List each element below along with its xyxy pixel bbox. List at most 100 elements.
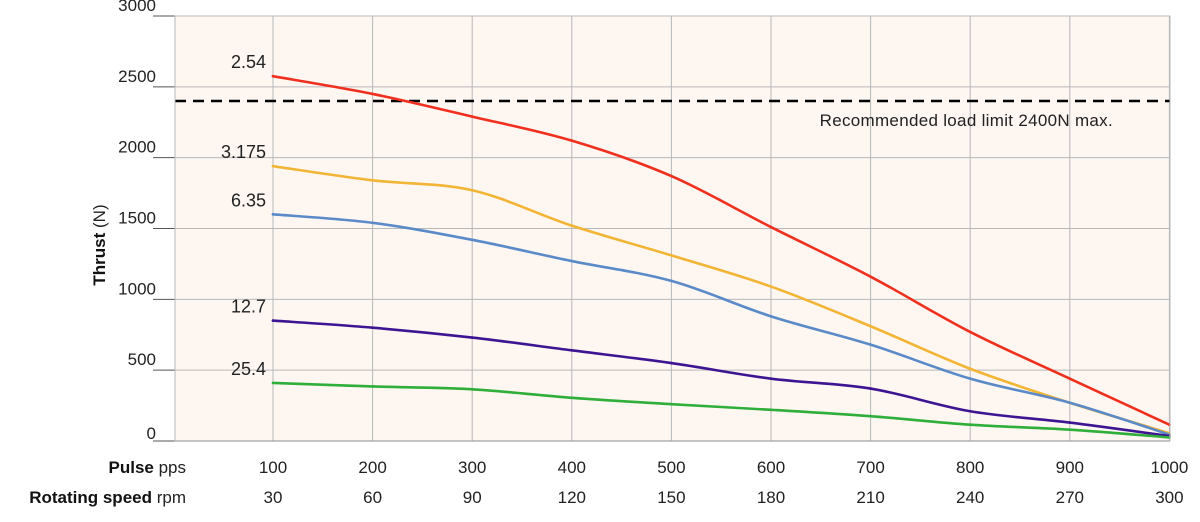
x-tick-label: 200 [358,458,386,477]
x-row-label: Pulse pps [109,458,187,477]
plot-frame [174,15,1171,442]
x-row-label: Rotating speed rpm [29,488,186,507]
y-tick-label: 0 [147,424,156,443]
x-tick-label: 120 [558,488,586,507]
data-point [968,377,972,380]
x-row-label-unit: pps [154,458,186,477]
data-point [769,285,773,288]
data-point [570,139,574,142]
series-line-3.175 [271,164,1171,435]
x-tick-label: 150 [657,488,685,507]
series-label: 2.54 [231,52,266,72]
x-tick-label: 600 [757,458,785,477]
data-point [869,275,872,278]
data-point [968,409,972,413]
y-tick-label: 3000 [118,0,156,15]
reference-line-group: Recommended load limit 2400N max. [175,99,1170,130]
data-point [670,174,673,178]
series-line-25.4 [271,381,1171,439]
series-line-6.35 [271,213,1171,436]
x-tick-label: 500 [657,458,685,477]
data-point [371,326,374,329]
x-tick-label: 300 [458,458,486,477]
data-point [271,164,275,168]
data-point [570,396,574,400]
x-tick-label: 270 [1056,488,1084,507]
x-tick-label: 100 [259,458,287,477]
x-row-label-bold: Pulse [109,458,154,477]
data-point [769,377,773,380]
data-point [670,402,673,406]
data-point [968,330,972,334]
x-tick-label: 900 [1056,458,1084,477]
data-point [371,221,374,225]
data-point [470,188,474,192]
data-point [670,254,673,257]
data-point [371,385,374,388]
data-point [470,238,474,242]
data-point [371,179,374,182]
data-point [869,343,872,346]
x-tick-label: 1000 [1150,458,1188,477]
series-line-12.7 [271,319,1171,438]
data-point [570,224,574,227]
x-tick-label: 90 [463,488,482,507]
y-tick-label: 2500 [118,67,156,86]
data-point [271,213,275,216]
x-tick-label: 240 [956,488,984,507]
data-point [769,225,773,229]
data-point [271,381,275,385]
data-point [1068,377,1072,380]
x-tick-label: 60 [363,488,382,507]
reference-line-label: Recommended load limit 2400N max. [820,111,1113,130]
data-point [869,414,872,418]
y-tick-label: 500 [128,350,156,369]
data-point [1068,421,1072,424]
y-tick-labels: 0 500 1000 1500 2000 2500 3000 [118,0,175,443]
data-point [570,259,574,263]
series-line-2.54 [271,74,1171,427]
data-point [271,319,275,322]
series-label: 6.35 [231,190,266,210]
x-tick-label: 210 [856,488,884,507]
series-label: 3.175 [221,142,266,162]
data-point [470,336,474,339]
data-point [869,324,872,328]
series-labels: 2.54 3.175 6.35 12.7 25.4 [221,52,266,379]
y-tick-label: 1000 [118,279,156,298]
y-axis-title: Thrust (N) [90,204,109,285]
x-row-label-unit: rpm [152,488,186,507]
data-point [570,349,574,352]
y-tick-label: 1500 [118,209,156,228]
y-axis-title-unit: (N) [90,204,109,232]
x-tick-label: 800 [956,458,984,477]
series-group [271,74,1171,439]
series-label: 12.7 [231,297,266,317]
x-tick-label: 400 [558,458,586,477]
y-tick-label: 2000 [118,138,156,157]
data-point [968,367,972,371]
data-point [271,74,275,78]
data-point [769,408,773,412]
data-point [470,115,474,118]
data-point [968,423,972,427]
data-point [1068,428,1072,431]
data-point [1068,401,1072,405]
series-label: 25.4 [231,359,266,379]
x-row-label-bold: Rotating speed [29,488,152,507]
axis-labels: Thrust (N) [90,204,109,285]
x-tick-labels: Pulse pps 100 200 300 400 500 600 700 800 900 1000… [29,458,1188,507]
x-tick-label: 300 [1155,488,1183,507]
y-axis-title-bold: Thrust [90,232,109,285]
data-point [371,92,374,96]
data-point [869,387,872,390]
x-tick-label: 30 [264,488,283,507]
data-point [769,315,773,318]
data-point [670,279,673,283]
x-tick-label: 700 [856,458,884,477]
data-point [470,387,474,391]
data-point [670,361,673,365]
x-tick-label: 180 [757,488,785,507]
